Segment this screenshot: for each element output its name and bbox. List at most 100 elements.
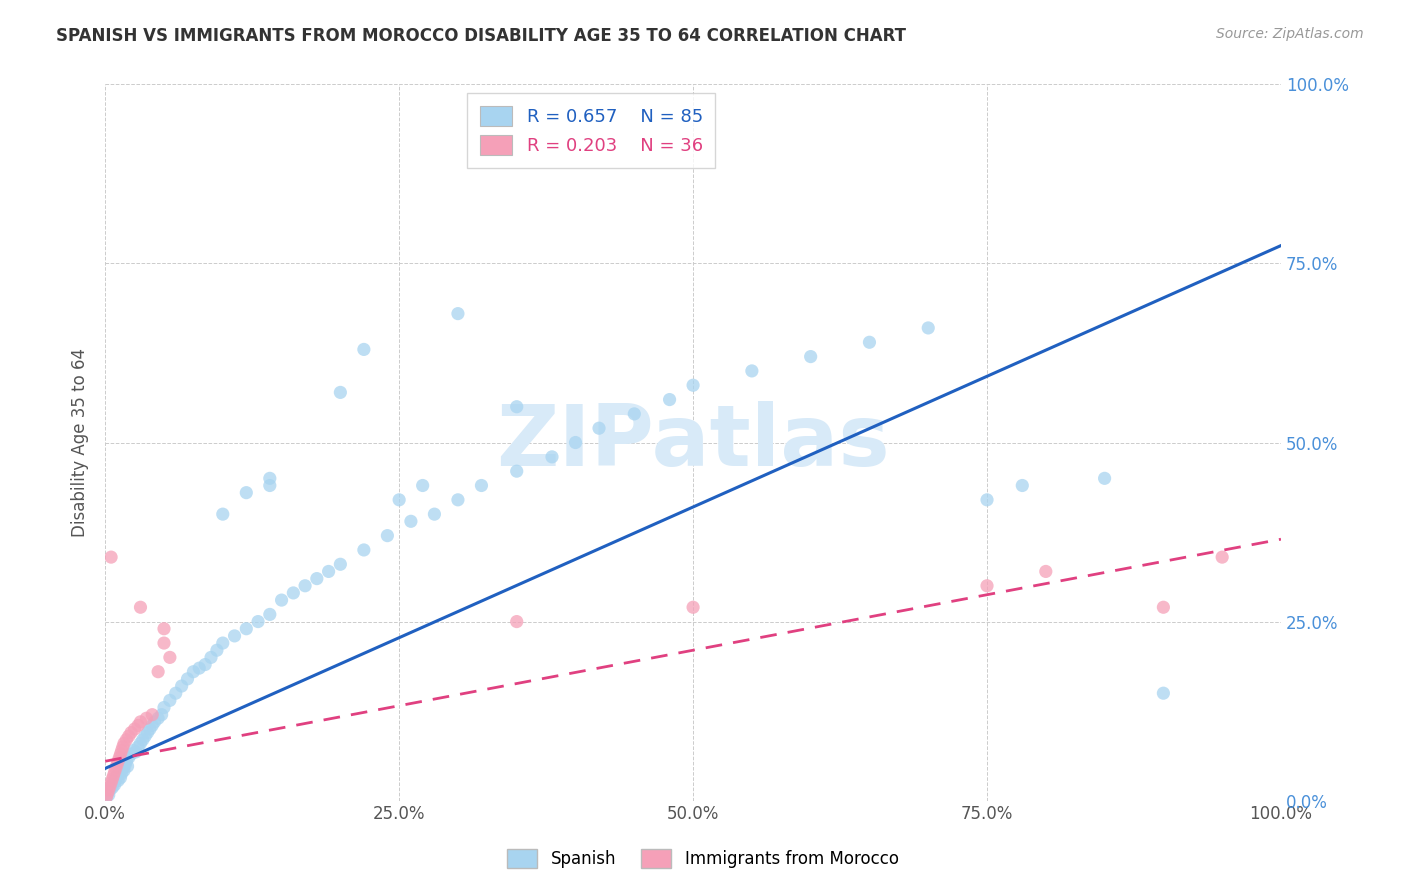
Point — [96, 790, 118, 805]
Point — [114, 757, 136, 772]
Point — [259, 478, 281, 492]
Point — [205, 643, 228, 657]
Point — [143, 714, 166, 729]
Point — [353, 543, 375, 558]
Point — [101, 780, 124, 795]
Point — [98, 779, 121, 793]
Point — [107, 773, 129, 788]
Point — [136, 725, 159, 739]
Point — [658, 392, 681, 407]
Point — [146, 711, 169, 725]
Point — [112, 764, 135, 778]
Point — [470, 478, 492, 492]
Point — [270, 593, 292, 607]
Point — [100, 550, 122, 565]
Point — [141, 707, 163, 722]
Point — [976, 492, 998, 507]
Point — [329, 558, 352, 572]
Point — [112, 736, 135, 750]
Point — [183, 665, 205, 679]
Point — [115, 732, 138, 747]
Point — [917, 321, 939, 335]
Point — [100, 779, 122, 793]
Point — [111, 739, 134, 754]
Point — [170, 679, 193, 693]
Point — [135, 711, 157, 725]
Point — [682, 378, 704, 392]
Point — [134, 729, 156, 743]
Point — [188, 661, 211, 675]
Point — [111, 766, 134, 780]
Point — [800, 350, 823, 364]
Point — [104, 761, 127, 775]
Point — [129, 714, 152, 729]
Point — [104, 772, 127, 786]
Point — [125, 745, 148, 759]
Point — [200, 650, 222, 665]
Point — [235, 622, 257, 636]
Point — [104, 764, 127, 779]
Point — [153, 622, 176, 636]
Point — [224, 629, 246, 643]
Point — [97, 787, 120, 801]
Point — [1152, 686, 1174, 700]
Point — [399, 514, 422, 528]
Point — [159, 650, 181, 665]
Point — [98, 783, 121, 797]
Point — [194, 657, 217, 672]
Point — [1211, 550, 1233, 565]
Point — [423, 507, 446, 521]
Point — [146, 665, 169, 679]
Point — [388, 492, 411, 507]
Point — [117, 759, 139, 773]
Point — [103, 775, 125, 789]
Point — [447, 492, 470, 507]
Point — [110, 771, 132, 785]
Point — [96, 790, 118, 805]
Point — [682, 600, 704, 615]
Point — [108, 764, 131, 779]
Point — [97, 788, 120, 802]
Point — [129, 736, 152, 750]
Point — [118, 729, 141, 743]
Point — [353, 343, 375, 357]
Point — [1152, 600, 1174, 615]
Point — [139, 722, 162, 736]
Point — [294, 579, 316, 593]
Legend: Spanish, Immigrants from Morocco: Spanish, Immigrants from Morocco — [501, 843, 905, 875]
Point — [105, 757, 128, 772]
Point — [211, 636, 233, 650]
Point — [377, 528, 399, 542]
Point — [111, 743, 134, 757]
Point — [259, 607, 281, 622]
Point — [127, 718, 149, 732]
Point — [129, 600, 152, 615]
Point — [101, 772, 124, 786]
Point — [329, 385, 352, 400]
Point — [111, 761, 134, 775]
Point — [318, 565, 340, 579]
Point — [506, 400, 529, 414]
Text: SPANISH VS IMMIGRANTS FROM MOROCCO DISABILITY AGE 35 TO 64 CORRELATION CHART: SPANISH VS IMMIGRANTS FROM MOROCCO DISAB… — [56, 27, 907, 45]
Point — [124, 722, 146, 736]
Point — [1035, 565, 1057, 579]
Point — [127, 739, 149, 754]
Point — [159, 693, 181, 707]
Point — [1011, 478, 1033, 492]
Point — [305, 572, 328, 586]
Point — [211, 507, 233, 521]
Point — [150, 707, 173, 722]
Point — [588, 421, 610, 435]
Point — [153, 700, 176, 714]
Point — [115, 754, 138, 768]
Point — [412, 478, 434, 492]
Point — [108, 750, 131, 764]
Point — [176, 672, 198, 686]
Point — [259, 471, 281, 485]
Point — [976, 579, 998, 593]
Text: Source: ZipAtlas.com: Source: ZipAtlas.com — [1216, 27, 1364, 41]
Point — [97, 783, 120, 797]
Point — [165, 686, 187, 700]
Text: ZIPatlas: ZIPatlas — [496, 401, 890, 484]
Point — [104, 778, 127, 792]
